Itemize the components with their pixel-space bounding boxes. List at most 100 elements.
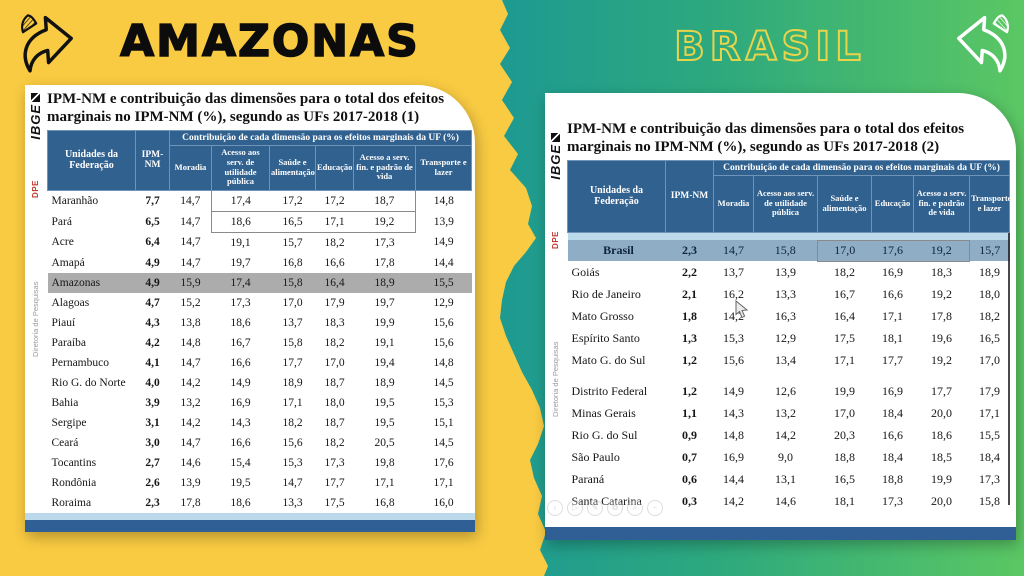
table-row: Rio G. do Norte 4,0 14,2 14,9 18,9 18,7 18,9 14…: [48, 373, 472, 393]
value-cell: 2,1: [682, 287, 697, 302]
table-row: Brasil 2,3 14,7 15,8 17,0 17,6 19,2 15,7: [567, 239, 1010, 262]
value-cell: 18,2: [324, 336, 345, 349]
column-header: Educação: [871, 174, 914, 233]
table-title: IPM-NM e contribuição das dimensões para…: [47, 91, 445, 126]
uf-name-cell: Rio G. do Norte: [51, 376, 126, 389]
ibge-logo-text: IBGE: [548, 144, 563, 180]
value-cell: 2,6: [145, 476, 160, 489]
value-cell: 15,4: [230, 456, 251, 469]
value-cell: 19,6: [931, 331, 952, 346]
value-cell: 15,6: [282, 436, 303, 449]
value-cell: 16,6: [882, 428, 903, 443]
value-cell: 4,9: [145, 256, 160, 269]
value-cell: 12,6: [775, 384, 796, 399]
value-cell: 17,0: [282, 296, 303, 309]
spacer-row: [567, 371, 1010, 381]
value-cell: 19,2: [353, 210, 416, 233]
value-cell: 14,6: [180, 456, 201, 469]
value-cell: 18,9: [282, 376, 303, 389]
value-cell: 14,7: [180, 436, 201, 449]
value-cell: 15,8: [282, 336, 303, 349]
uf-name-cell: Mato G. do Sul: [571, 353, 646, 368]
value-cell: 16,4: [834, 309, 855, 324]
value-cell: 13,2: [775, 406, 796, 421]
value-cell: 15,1: [433, 416, 454, 429]
value-cell: 17,9: [324, 296, 345, 309]
brasil-table-card: IBGE DPE Diretoria de Pesquisas IPM-NM e…: [545, 93, 1016, 540]
value-cell: 6,5: [145, 215, 160, 228]
value-cell: 12,9: [775, 331, 796, 346]
value-cell: 15,3: [282, 456, 303, 469]
more-icon[interactable]: −: [647, 500, 663, 516]
value-cell: 16,3: [775, 309, 796, 324]
table-row: Roraima 2,3 17,8 18,6 13,3 17,5 16,8 16,0: [48, 493, 472, 513]
column-header: Acesso aos serv. de utilidade pública: [753, 174, 818, 233]
value-cell: 18,2: [324, 436, 345, 449]
uf-name-cell: Pará: [51, 215, 72, 228]
column-header: Acesso aos serv. de utilidade pública: [211, 144, 270, 191]
value-cell: 20,3: [834, 428, 855, 443]
value-cell: 14,8: [180, 336, 201, 349]
column-header: Transporte e lazer: [414, 144, 473, 191]
value-cell: 7,7: [145, 194, 160, 207]
value-cell: 17,1: [374, 476, 395, 489]
amazonas-table-card: IBGE DPE Diretoria de Pesquisas IPM-NM e…: [25, 85, 475, 532]
value-cell: 13,2: [180, 396, 201, 409]
value-cell: 17,0: [324, 356, 345, 369]
value-cell: 19,9: [931, 472, 952, 487]
value-cell: 4,9: [135, 272, 170, 293]
value-cell: 18,6: [931, 428, 952, 443]
value-cell: 17,3: [230, 296, 251, 309]
value-cell: 18,6: [230, 496, 251, 509]
value-cell: 14,7: [713, 240, 754, 262]
table-row: Rio de Janeiro 2,1 16,2 13,3 16,7 16,6 19,2 18,…: [568, 284, 1010, 306]
table-row: Maranhão 7,7 14,7 17,4 17,2 17,2 18,7 14,8: [48, 189, 472, 212]
column-header: IPM-NM: [665, 159, 714, 233]
value-cell: 13,9: [433, 215, 454, 228]
value-cell: 19,5: [374, 396, 395, 409]
value-cell: 13,9: [180, 476, 201, 489]
value-cell: 14,3: [230, 416, 251, 429]
column-header: IPM-NM: [135, 129, 170, 191]
pencil-icon[interactable]: ✎: [587, 500, 603, 516]
value-cell: 16,0: [433, 496, 454, 509]
value-cell: 17,4: [211, 189, 270, 212]
table-row: Mato G. do Sul 1,2 15,6 13,4 17,1 17,7 19,2 17,…: [568, 350, 1010, 372]
table-row: Pernambuco 4,1 14,7 16,6 17,7 17,0 19,4 14,8: [48, 353, 472, 373]
curved-arrow-right-icon: [21, 14, 73, 73]
value-cell: 17,1: [979, 406, 1001, 421]
value-cell: 19,5: [374, 416, 395, 429]
value-cell: 18,4: [882, 450, 903, 465]
play-icon[interactable]: ▷: [567, 500, 583, 516]
value-cell: 18,7: [324, 376, 345, 389]
value-cell: 18,1: [834, 494, 855, 509]
value-cell: 4,0: [145, 376, 160, 389]
value-cell: 13,8: [180, 316, 201, 329]
value-cell: 16,6: [324, 256, 345, 269]
value-cell: 15,5: [415, 272, 472, 293]
value-cell: 12,9: [433, 296, 454, 309]
value-cell: 14,2: [180, 416, 201, 429]
table-row: Sergipe 3,1 14,2 14,3 18,2 18,7 19,5 15,1: [48, 413, 472, 433]
value-cell: 17,1: [834, 353, 855, 368]
value-cell: 6,4: [145, 236, 160, 249]
value-cell: 0,9: [682, 428, 697, 443]
value-cell: 13,9: [775, 264, 796, 279]
value-cell: 17,4: [211, 272, 270, 293]
value-cell: 14,2: [723, 494, 744, 509]
dpe-label: DPE: [551, 231, 560, 249]
uf-name-cell: Paraná: [571, 472, 605, 487]
value-cell: 16,8: [282, 256, 303, 269]
value-cell: 18,2: [979, 309, 1001, 324]
value-cell: 17,1: [433, 476, 454, 489]
magnifier-icon[interactable]: ⌕: [627, 500, 643, 516]
copy-icon[interactable]: ⧉: [607, 500, 623, 516]
value-cell: 17,1: [882, 309, 903, 324]
chevron-left-icon[interactable]: ‹: [547, 500, 563, 516]
uf-name-cell: Alagoas: [51, 296, 90, 309]
value-cell: 20,0: [931, 494, 952, 509]
value-cell: 13,3: [282, 496, 303, 509]
mouse-cursor: [735, 300, 748, 319]
value-cell: 14,4: [433, 256, 454, 269]
